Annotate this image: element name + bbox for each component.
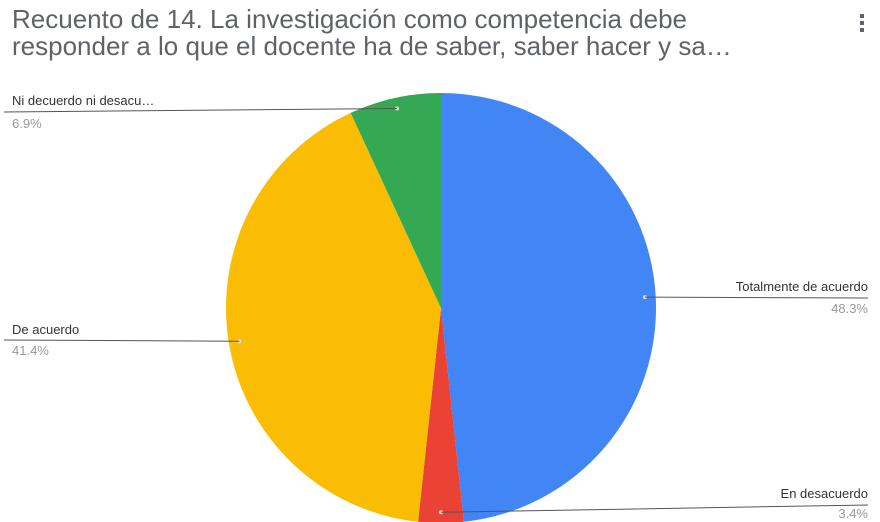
slice-label-0: Totalmente de acuerdo bbox=[736, 279, 868, 294]
slice-percent-0: 48.3% bbox=[831, 301, 868, 316]
chart-title-line-1: Recuento de 14. La investigación como co… bbox=[12, 4, 687, 34]
chart-title-line-2: responder a lo que el docente ha de sabe… bbox=[12, 31, 732, 61]
pie-slice-1[interactable] bbox=[418, 308, 464, 522]
leader-line-1 bbox=[440, 504, 869, 513]
slice-label-3: Ni decuerdo ni desacu… bbox=[12, 93, 154, 108]
slice-labels: Totalmente de acuerdo 48.3% En desacuerdo 3… bbox=[12, 93, 868, 521]
pie-slice-0[interactable] bbox=[441, 93, 656, 522]
slice-percent-1: 3.4% bbox=[838, 506, 868, 521]
slice-percent-3: 6.9% bbox=[12, 116, 42, 131]
leader-line-2 bbox=[3, 339, 240, 342]
pie-slice-3[interactable] bbox=[350, 93, 441, 308]
slice-label-1: En desacuerdo bbox=[781, 486, 868, 501]
leader-line-0 bbox=[644, 296, 869, 299]
leader-line-3 bbox=[3, 108, 398, 113]
pie-slices bbox=[226, 93, 656, 522]
slice-percent-2: 41.4% bbox=[12, 343, 49, 358]
pie-slice-2[interactable] bbox=[226, 112, 441, 522]
slice-label-2: De acuerdo bbox=[12, 322, 79, 337]
more-vert-icon[interactable] bbox=[858, 14, 866, 36]
chart-title: Recuento de 14. La investigación como co… bbox=[12, 6, 842, 60]
leader-lines bbox=[3, 106, 869, 515]
